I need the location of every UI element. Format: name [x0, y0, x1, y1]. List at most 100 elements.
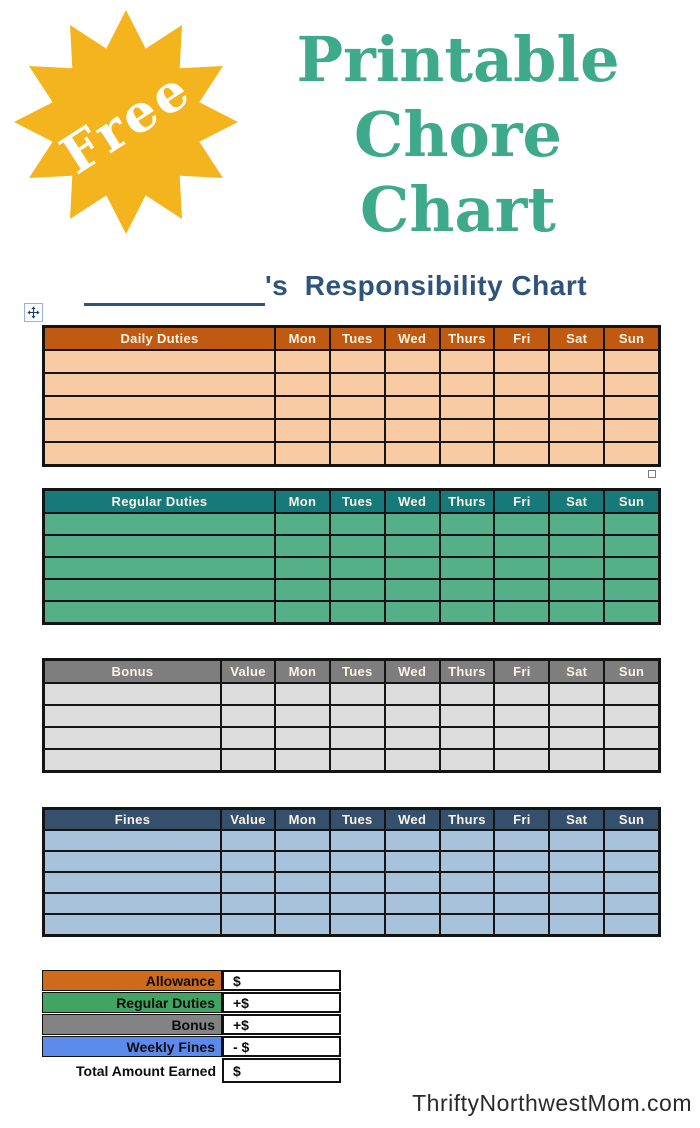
chore-entry-cell[interactable]	[549, 893, 605, 914]
chore-entry-cell[interactable]	[494, 373, 550, 396]
chore-entry-cell[interactable]	[604, 579, 659, 601]
chore-entry-cell[interactable]	[494, 705, 550, 727]
chore-entry-cell[interactable]	[439, 727, 495, 749]
chore-entry-cell[interactable]	[275, 727, 330, 749]
chore-entry-cell[interactable]	[275, 535, 330, 557]
chore-entry-cell[interactable]	[275, 683, 330, 705]
chore-entry-cell[interactable]	[329, 705, 385, 727]
chore-entry-cell[interactable]	[221, 683, 275, 705]
chore-entry-cell[interactable]	[384, 535, 440, 557]
chore-entry-cell[interactable]	[44, 557, 275, 579]
chore-entry-cell[interactable]	[44, 513, 275, 535]
chore-entry-cell[interactable]	[44, 442, 275, 465]
chore-entry-cell[interactable]	[494, 442, 550, 465]
chore-entry-cell[interactable]	[439, 557, 495, 579]
chore-entry-cell[interactable]	[494, 396, 550, 419]
chore-entry-cell[interactable]	[384, 513, 440, 535]
chore-entry-cell[interactable]	[439, 350, 495, 373]
chore-entry-cell[interactable]	[329, 749, 385, 771]
chore-entry-cell[interactable]	[494, 830, 550, 851]
chore-entry-cell[interactable]	[44, 851, 221, 872]
chore-entry-cell[interactable]	[329, 442, 385, 465]
chore-entry-cell[interactable]	[604, 914, 659, 935]
chore-entry-cell[interactable]	[329, 579, 385, 601]
chore-entry-cell[interactable]	[549, 513, 605, 535]
chore-entry-cell[interactable]	[604, 872, 659, 893]
chore-entry-cell[interactable]	[275, 442, 330, 465]
chore-entry-cell[interactable]	[439, 830, 495, 851]
chore-entry-cell[interactable]	[384, 419, 440, 442]
chore-entry-cell[interactable]	[549, 914, 605, 935]
chore-entry-cell[interactable]	[549, 683, 605, 705]
chore-entry-cell[interactable]	[604, 851, 659, 872]
chore-entry-cell[interactable]	[604, 442, 659, 465]
chore-entry-cell[interactable]	[44, 727, 221, 749]
chore-entry-cell[interactable]	[439, 579, 495, 601]
chore-entry-cell[interactable]	[384, 914, 440, 935]
chore-entry-cell[interactable]	[384, 705, 440, 727]
chore-entry-cell[interactable]	[549, 749, 605, 771]
chore-entry-cell[interactable]	[439, 683, 495, 705]
chore-entry-cell[interactable]	[604, 601, 659, 623]
chore-entry-cell[interactable]	[275, 396, 330, 419]
chore-entry-cell[interactable]	[221, 705, 275, 727]
chore-entry-cell[interactable]	[44, 373, 275, 396]
chore-entry-cell[interactable]	[44, 601, 275, 623]
chore-entry-cell[interactable]	[549, 419, 605, 442]
chore-entry-cell[interactable]	[384, 373, 440, 396]
chore-entry-cell[interactable]	[604, 683, 659, 705]
chore-entry-cell[interactable]	[384, 396, 440, 419]
chore-entry-cell[interactable]	[221, 851, 275, 872]
chore-entry-cell[interactable]	[604, 727, 659, 749]
chore-entry-cell[interactable]	[384, 442, 440, 465]
chore-entry-cell[interactable]	[329, 350, 385, 373]
chore-entry-cell[interactable]	[384, 350, 440, 373]
chore-entry-cell[interactable]	[549, 579, 605, 601]
chore-entry-cell[interactable]	[604, 350, 659, 373]
chore-entry-cell[interactable]	[275, 749, 330, 771]
chore-entry-cell[interactable]	[221, 893, 275, 914]
chore-entry-cell[interactable]	[494, 350, 550, 373]
chore-entry-cell[interactable]	[494, 727, 550, 749]
chore-entry-cell[interactable]	[494, 419, 550, 442]
chore-entry-cell[interactable]	[44, 350, 275, 373]
chore-entry-cell[interactable]	[44, 419, 275, 442]
chore-entry-cell[interactable]	[384, 872, 440, 893]
chore-entry-cell[interactable]	[494, 872, 550, 893]
chore-entry-cell[interactable]	[329, 683, 385, 705]
chore-entry-cell[interactable]	[275, 350, 330, 373]
chore-entry-cell[interactable]	[275, 914, 330, 935]
chore-entry-cell[interactable]	[549, 396, 605, 419]
chore-entry-cell[interactable]	[44, 705, 221, 727]
chore-entry-cell[interactable]	[275, 851, 330, 872]
chore-entry-cell[interactable]	[494, 513, 550, 535]
chore-entry-cell[interactable]	[439, 914, 495, 935]
chore-entry-cell[interactable]	[44, 535, 275, 557]
chore-entry-cell[interactable]	[439, 893, 495, 914]
chore-entry-cell[interactable]	[549, 557, 605, 579]
chore-entry-cell[interactable]	[221, 749, 275, 771]
chore-entry-cell[interactable]	[329, 557, 385, 579]
chore-entry-cell[interactable]	[439, 419, 495, 442]
table-move-handle[interactable]	[24, 303, 43, 322]
chore-entry-cell[interactable]	[44, 830, 221, 851]
chore-entry-cell[interactable]	[329, 373, 385, 396]
chore-entry-cell[interactable]	[275, 601, 330, 623]
chore-entry-cell[interactable]	[275, 373, 330, 396]
summary-value-field[interactable]: $	[222, 970, 341, 991]
chore-entry-cell[interactable]	[439, 705, 495, 727]
chore-entry-cell[interactable]	[44, 893, 221, 914]
chore-entry-cell[interactable]	[329, 893, 385, 914]
chore-entry-cell[interactable]	[221, 727, 275, 749]
chore-entry-cell[interactable]	[439, 872, 495, 893]
chore-entry-cell[interactable]	[275, 893, 330, 914]
chore-entry-cell[interactable]	[384, 601, 440, 623]
chore-entry-cell[interactable]	[439, 373, 495, 396]
chore-entry-cell[interactable]	[604, 749, 659, 771]
chore-entry-cell[interactable]	[494, 914, 550, 935]
chore-entry-cell[interactable]	[549, 727, 605, 749]
chore-entry-cell[interactable]	[494, 535, 550, 557]
chore-entry-cell[interactable]	[221, 830, 275, 851]
chore-entry-cell[interactable]	[549, 705, 605, 727]
chore-entry-cell[interactable]	[384, 727, 440, 749]
